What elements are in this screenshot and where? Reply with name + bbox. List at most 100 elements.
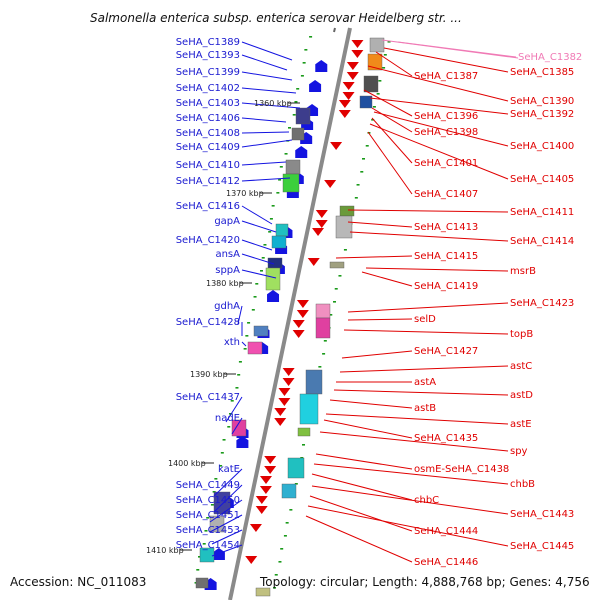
red-gene-arrow[interactable]: [278, 398, 291, 406]
gene-label-ansA[interactable]: ansA: [215, 249, 240, 260]
gene-label-selD[interactable]: selD: [414, 314, 436, 325]
gene-label-topB[interactable]: topB: [510, 329, 533, 340]
gene-label-msrB[interactable]: msrB: [510, 266, 536, 277]
gene-label-SeHA_C1419[interactable]: SeHA_C1419: [414, 281, 478, 292]
gene-label-SeHA_C1400[interactable]: SeHA_C1400: [510, 141, 574, 152]
gene-label-SeHA_C1382[interactable]: SeHA_C1382: [518, 52, 582, 63]
gene-label-SeHA_C1423[interactable]: SeHA_C1423: [510, 298, 574, 309]
red-gene-arrow[interactable]: [338, 100, 351, 108]
red-gene-arrow[interactable]: [351, 50, 364, 58]
blue-gene-arrow[interactable]: [315, 60, 328, 72]
gene-label-chbC[interactable]: chbC: [414, 495, 439, 506]
red-gene-arrow[interactable]: [351, 40, 364, 48]
red-gene-arrow[interactable]: [296, 300, 309, 308]
red-gene-arrow[interactable]: [278, 388, 291, 396]
gene-label-SeHA_C1413[interactable]: SeHA_C1413: [414, 222, 478, 233]
red-gene-arrow[interactable]: [274, 418, 287, 426]
gene-label-SeHA_C1454[interactable]: SeHA_C1454: [176, 540, 240, 551]
gene-label-SeHA_C1437[interactable]: SeHA_C1437: [176, 392, 240, 403]
gene-label-SeHA_C1405[interactable]: SeHA_C1405: [510, 174, 574, 185]
gene-label-SeHA_C1412[interactable]: SeHA_C1412: [176, 176, 240, 187]
red-gene-arrow[interactable]: [245, 556, 258, 564]
gene-label-SeHA_C1389[interactable]: SeHA_C1389: [176, 37, 240, 48]
gene-label-SeHA_C1427[interactable]: SeHA_C1427: [414, 346, 478, 357]
gene-label-SeHA_C1398[interactable]: SeHA_C1398: [414, 127, 478, 138]
gene-label-SeHA_C1390[interactable]: SeHA_C1390: [510, 96, 574, 107]
red-gene-arrow[interactable]: [330, 142, 343, 150]
gene-label-SeHA_C1415[interactable]: SeHA_C1415: [414, 251, 478, 262]
gene-label-SeHA_C1385[interactable]: SeHA_C1385: [510, 67, 574, 78]
gene-label-SeHA_C1396[interactable]: SeHA_C1396: [414, 111, 478, 122]
gene-label-SeHA_C1401[interactable]: SeHA_C1401: [414, 158, 478, 169]
gene-label-SeHA_C1428[interactable]: SeHA_C1428: [176, 317, 240, 328]
gene-label-xth[interactable]: xth: [224, 337, 240, 348]
red-gene-arrow[interactable]: [282, 378, 295, 386]
red-gene-arrow[interactable]: [292, 330, 305, 338]
gene-label-astD[interactable]: astD: [510, 390, 533, 401]
red-gene-arrow[interactable]: [346, 62, 359, 70]
gene-label-chbB[interactable]: chbB: [510, 479, 535, 490]
minor-tick-right: [365, 145, 369, 147]
gene-label-astC[interactable]: astC: [510, 361, 532, 372]
gene-label-nadE[interactable]: nadE: [215, 413, 240, 424]
gene-label-SeHA_C1411[interactable]: SeHA_C1411: [510, 207, 574, 218]
red-gene-arrow[interactable]: [260, 476, 273, 484]
gene-label-SeHA_C1450[interactable]: SeHA_C1450: [176, 495, 240, 506]
gene-label-SeHA_C1392[interactable]: SeHA_C1392: [510, 109, 574, 120]
gene-label-osmE-SeHA_C1438[interactable]: osmE-SeHA_C1438: [414, 464, 509, 475]
red-gene-arrow[interactable]: [342, 82, 355, 90]
gene-label-SeHA_C1402[interactable]: SeHA_C1402: [176, 83, 240, 94]
red-gene-arrow[interactable]: [342, 92, 355, 100]
red-gene-arrow[interactable]: [296, 310, 309, 318]
red-gene-arrow[interactable]: [338, 110, 351, 118]
red-gene-arrow[interactable]: [282, 368, 295, 376]
gene-label-SeHA_C1408[interactable]: SeHA_C1408: [176, 128, 240, 139]
gene-label-SeHA_C1435[interactable]: SeHA_C1435: [414, 433, 478, 444]
red-gene-arrow[interactable]: [324, 180, 337, 188]
blue-gene-arrow[interactable]: [309, 80, 322, 92]
red-gene-arrow[interactable]: [249, 524, 262, 532]
gene-label-katE[interactable]: katE: [218, 464, 240, 475]
blue-gene-arrow[interactable]: [236, 436, 249, 448]
blue-gene-arrow[interactable]: [295, 146, 308, 158]
gene-label-SeHA_C1449[interactable]: SeHA_C1449: [176, 480, 240, 491]
gene-label-SeHA_C1416[interactable]: SeHA_C1416: [176, 201, 240, 212]
red-gene-arrow[interactable]: [315, 210, 328, 218]
gene-label-SeHA_C1399[interactable]: SeHA_C1399: [176, 67, 240, 78]
red-gene-arrow[interactable]: [346, 72, 359, 80]
red-gene-arrow[interactable]: [259, 486, 272, 494]
gene-label-SeHA_C1410[interactable]: SeHA_C1410: [176, 160, 240, 171]
red-gene-arrow[interactable]: [312, 228, 325, 236]
gene-label-SeHA_C1444[interactable]: SeHA_C1444: [414, 526, 478, 537]
red-gene-arrow[interactable]: [274, 408, 287, 416]
gene-label-SeHA_C1420[interactable]: SeHA_C1420: [176, 235, 240, 246]
red-gene-arrow[interactable]: [264, 456, 277, 464]
red-gene-arrow[interactable]: [255, 496, 268, 504]
gene-label-astE[interactable]: astE: [510, 419, 532, 430]
gene-label-SeHA_C1453[interactable]: SeHA_C1453: [176, 525, 240, 536]
red-gene-arrow[interactable]: [255, 506, 268, 514]
gene-label-SeHA_C1446[interactable]: SeHA_C1446: [414, 557, 478, 568]
gene-label-gdhA[interactable]: gdhA: [214, 301, 240, 312]
blue-gene-arrow[interactable]: [267, 290, 280, 302]
gene-label-SeHA_C1443[interactable]: SeHA_C1443: [510, 509, 574, 520]
gene-label-SeHA_C1414[interactable]: SeHA_C1414: [510, 236, 574, 247]
blue-gene-arrow[interactable]: [212, 548, 225, 560]
red-gene-arrow[interactable]: [264, 466, 277, 474]
gene-label-SeHA_C1407[interactable]: SeHA_C1407: [414, 189, 478, 200]
red-gene-arrow[interactable]: [292, 320, 305, 328]
gene-label-SeHA_C1387[interactable]: SeHA_C1387: [414, 71, 478, 82]
gene-label-SeHA_C1393[interactable]: SeHA_C1393: [176, 50, 240, 61]
gene-label-SeHA_C1451[interactable]: SeHA_C1451: [176, 510, 240, 521]
gene-label-SeHA_C1409[interactable]: SeHA_C1409: [176, 142, 240, 153]
gene-label-astB[interactable]: astB: [414, 403, 436, 414]
gene-label-SeHA_C1406[interactable]: SeHA_C1406: [176, 113, 240, 124]
gene-label-SeHA_C1403[interactable]: SeHA_C1403: [176, 98, 240, 109]
red-gene-arrow[interactable]: [307, 258, 320, 266]
gene-label-SeHA_C1445[interactable]: SeHA_C1445: [510, 541, 574, 552]
gene-label-sppA[interactable]: sppA: [215, 265, 240, 276]
red-gene-arrow[interactable]: [315, 220, 328, 228]
gene-label-spy[interactable]: spy: [510, 446, 528, 457]
gene-label-astA[interactable]: astA: [414, 377, 436, 388]
gene-label-gapA[interactable]: gapA: [214, 216, 240, 227]
